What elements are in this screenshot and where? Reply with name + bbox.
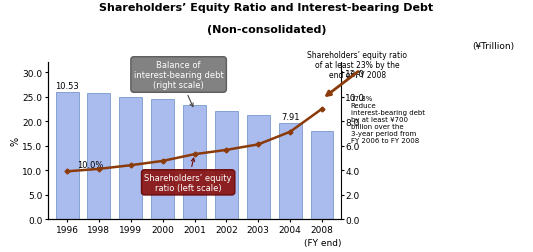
Bar (119, 97, 142, 219)
Bar (55, 92, 78, 219)
Text: (¥Trillion): (¥Trillion) (472, 41, 514, 50)
Bar (87, 93, 110, 219)
Text: 10.0%: 10.0% (77, 160, 103, 169)
Text: 10.53: 10.53 (55, 81, 79, 90)
Text: Shareholders’ Equity Ratio and Interest-bearing Debt: Shareholders’ Equity Ratio and Interest-… (100, 3, 433, 13)
Text: (Non-consolidated): (Non-consolidated) (207, 25, 326, 35)
Text: 17.8%
Reduce
interest-bearing debt
by at least ¥700
billion over the
3-year peri: 17.8% Reduce interest-bearing debt by at… (351, 96, 425, 144)
Text: (FY end): (FY end) (304, 238, 341, 247)
Text: Shareholders’ equity
ratio (left scale): Shareholders’ equity ratio (left scale) (144, 159, 232, 192)
Text: 7.91: 7.91 (281, 113, 300, 122)
Bar (215, 112, 238, 219)
Text: Balance of
interest-bearing debt
(right scale): Balance of interest-bearing debt (right … (134, 60, 223, 107)
Bar (151, 100, 174, 219)
Bar (311, 131, 334, 219)
Bar (183, 106, 206, 219)
Bar (247, 116, 270, 219)
Y-axis label: %: % (11, 137, 21, 146)
Text: Shareholders’ equity ratio
of at least 23% by the
end of FY 2008: Shareholders’ equity ratio of at least 2… (307, 50, 407, 80)
Bar (279, 123, 302, 219)
